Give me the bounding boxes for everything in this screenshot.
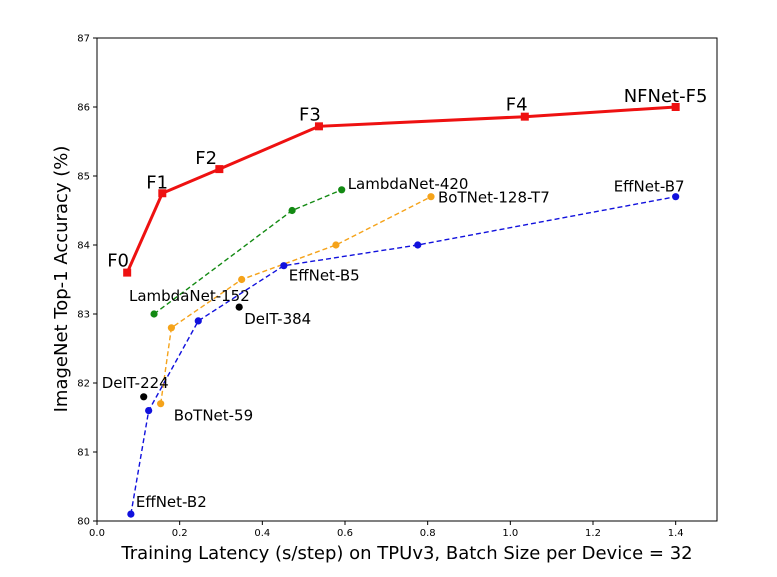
x-tick-label: 1.4 xyxy=(668,528,684,539)
axis-ticks: 0.0 0.2 0.4 0.6 0.8 1.0 1.2 1.4 80 81 82 83 84 85 86 87 xyxy=(77,34,683,540)
y-tick-label: 83 xyxy=(77,310,90,321)
y-tick-label: 80 xyxy=(77,517,90,528)
point-label: DeIT-224 xyxy=(102,374,169,392)
y-tick-label: 81 xyxy=(77,448,90,459)
y-tick-label: 85 xyxy=(77,172,90,183)
data-point xyxy=(127,510,135,518)
data-point xyxy=(167,324,175,332)
point-labels: F0 F1 F2 F3 F4 NFNet-F5 LambdaNet-152 LambdaNet… xyxy=(102,86,708,511)
y-tick-label: 82 xyxy=(77,379,90,390)
data-point xyxy=(238,275,246,284)
data-point xyxy=(427,193,435,201)
data-point xyxy=(215,165,224,174)
data-point xyxy=(671,103,680,111)
data-point xyxy=(288,206,296,215)
data-point xyxy=(672,193,680,201)
data-point xyxy=(332,241,340,249)
y-axis-title: ImageNet Top-1 Accuracy (%) xyxy=(51,146,72,413)
x-tick-label: 0.8 xyxy=(420,528,436,539)
data-point xyxy=(140,393,148,401)
point-label: F1 xyxy=(146,172,168,193)
point-label: LambdaNet-420 xyxy=(348,175,469,193)
point-label: BoTNet-128-T7 xyxy=(438,189,550,207)
data-point xyxy=(145,407,153,415)
x-axis-title: Training Latency (s/step) on TPUv3, Batc… xyxy=(120,543,692,564)
point-label: F2 xyxy=(195,148,217,169)
point-label: F3 xyxy=(299,104,321,125)
data-point xyxy=(280,262,288,270)
data-point xyxy=(414,241,422,249)
x-tick-label: 0.0 xyxy=(89,528,105,539)
point-label: BoTNet-59 xyxy=(174,407,253,425)
point-label: EffNet-B5 xyxy=(289,267,360,285)
y-tick-label: 87 xyxy=(77,34,90,45)
y-tick-label: 84 xyxy=(77,241,90,252)
x-tick-label: 0.4 xyxy=(254,528,270,539)
y-tick-label: 86 xyxy=(77,103,90,114)
point-label: EffNet-B7 xyxy=(614,178,685,196)
point-label: LambdaNet-152 xyxy=(129,287,250,305)
plot-frame xyxy=(96,37,718,522)
x-tick-label: 1.0 xyxy=(502,528,518,539)
data-point xyxy=(158,189,167,198)
point-label: F0 xyxy=(107,251,129,272)
data-point xyxy=(150,310,158,318)
x-tick-label: 0.2 xyxy=(172,528,188,539)
point-label: F4 xyxy=(506,95,528,116)
series-line xyxy=(125,105,676,274)
point-label: EffNet-B2 xyxy=(136,493,207,511)
data-point xyxy=(235,303,243,311)
series-layer xyxy=(123,103,680,518)
data-point xyxy=(194,317,202,325)
data-point xyxy=(314,122,323,131)
data-point xyxy=(520,112,529,121)
point-label: DeIT-384 xyxy=(244,310,311,328)
point-label: NFNet-F5 xyxy=(624,86,708,107)
data-point xyxy=(157,400,165,408)
data-point xyxy=(338,186,346,194)
data-point xyxy=(123,268,132,277)
series-line xyxy=(130,196,676,515)
x-tick-label: 0.6 xyxy=(337,528,353,539)
x-tick-label: 1.2 xyxy=(585,528,601,539)
